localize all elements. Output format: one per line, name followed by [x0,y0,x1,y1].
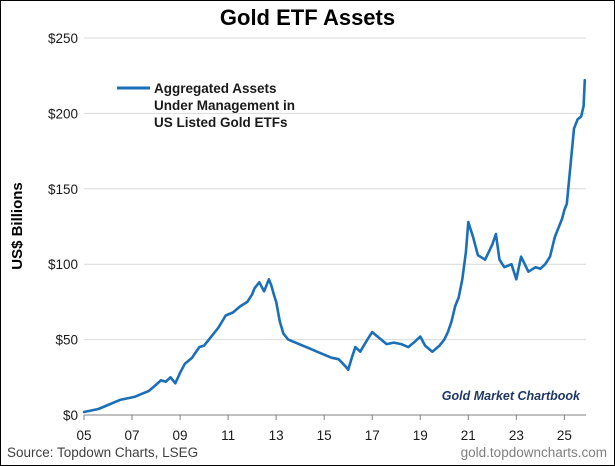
y-tick-label: $100 [48,257,78,272]
y-tick-label: $50 [55,333,78,348]
chartbook-annotation: Gold Market Chartbook [442,389,581,403]
chart-title: Gold ETF Assets [219,5,396,30]
legend-label: Under Management in [154,98,295,113]
y-tick-label: $150 [48,182,78,197]
x-tick-label: 25 [557,428,572,443]
x-tick-label: 05 [76,428,91,443]
legend: Aggregated Assets Under Management in US L… [117,81,295,130]
website-link[interactable]: gold.topdowncharts.com [460,445,607,460]
legend-label: Aggregated Assets [154,81,277,96]
source-note: Source: Topdown Charts, LSEG [7,445,199,460]
legend-label: US Listed Gold ETFs [154,115,288,130]
x-tick-label: 07 [125,428,140,443]
series-line-0 [82,78,587,414]
x-tick-label: 23 [509,428,524,443]
x-tick-label: 21 [461,428,476,443]
x-tick-label: 13 [269,428,284,443]
x-tick-label: 09 [173,428,188,443]
series-layer [82,78,587,414]
x-tick-label: 11 [221,428,235,443]
x-tick-label: 15 [317,428,332,443]
y-tick-label: $200 [48,106,78,121]
y-tick-label: $0 [63,408,78,423]
x-tick-label: 17 [365,428,380,443]
y-tick-label: $250 [48,31,78,46]
axis-layer: $0 $50 $100 $150 $200 $250 05 07 09 11 13 15 17 19 21 2… [48,31,586,443]
x-tick-label: 19 [413,428,428,443]
